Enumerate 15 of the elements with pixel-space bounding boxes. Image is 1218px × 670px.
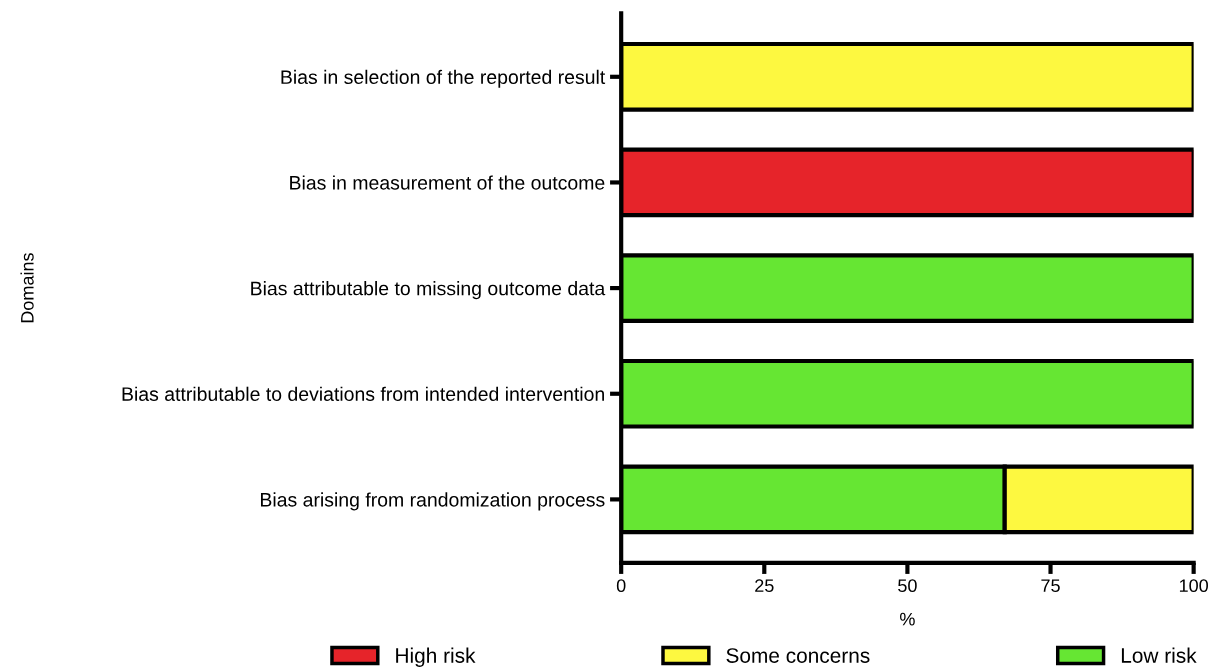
x-tick-label: 50: [898, 579, 917, 593]
x-tick-label: 100: [1179, 579, 1208, 593]
x-tick-label: 75: [1041, 579, 1060, 593]
y-tick-label: Bias arising from randomization process: [261, 492, 605, 511]
y-tick-label: Bias attributable to missing outcome data: [251, 281, 606, 300]
y-tick-label: Bias in measurement of the outcome: [290, 175, 605, 190]
y-tick-label: Bias in selection of the reported result: [281, 69, 606, 88]
x-axis-title: %: [900, 612, 915, 626]
x-tick-label: 0: [616, 579, 626, 593]
y-axis-title: Domains: [20, 253, 34, 323]
x-tick-label: 25: [755, 579, 774, 593]
legend-label: Low risk: [1121, 647, 1197, 663]
legend-label: High risk: [396, 647, 476, 668]
y-tick-label: Bias attributable to deviations from intended intervention: [122, 386, 604, 401]
legend-label: Some concerns: [726, 648, 870, 663]
